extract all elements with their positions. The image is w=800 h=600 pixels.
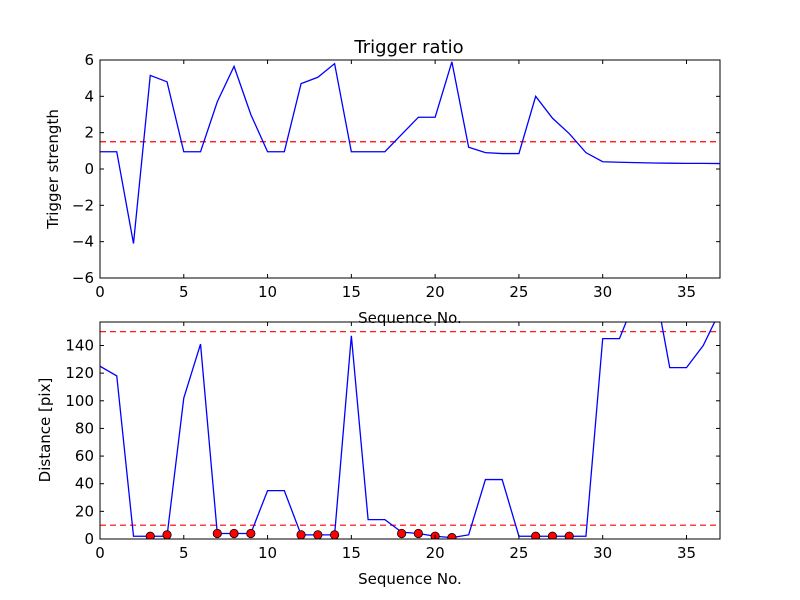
- x-tick-label: 20: [426, 544, 445, 562]
- y-tick-label: 6: [84, 51, 94, 69]
- x-tick-label: 5: [179, 544, 189, 562]
- data-point-marker: [296, 530, 306, 539]
- x-tick-label: 10: [258, 544, 277, 562]
- data-point-marker: [531, 531, 541, 539]
- data-point-marker: [162, 530, 172, 539]
- x-tick-label: 10: [258, 283, 277, 301]
- distance-chart: 0 5 10 15 20 25 30 35 0 20 40 60 80 100 120 140 Sequenc…: [36, 321, 721, 588]
- data-point-marker: [564, 531, 574, 539]
- x-tick-label: 30: [593, 544, 612, 562]
- data-point-marker: [145, 531, 155, 539]
- data-point-marker: [397, 528, 407, 539]
- y-tick-label: 0: [84, 160, 94, 178]
- x-tick-label: 35: [677, 283, 696, 301]
- y-tick-label: 80: [75, 419, 94, 437]
- x-tick-label: 25: [509, 283, 528, 301]
- y-tick-label: 100: [65, 392, 94, 410]
- data-point-marker: [329, 530, 340, 539]
- x-axis-label: Sequence No.: [358, 309, 462, 327]
- data-point-marker: [413, 528, 423, 539]
- y-tick-label: −6: [72, 269, 94, 287]
- y-tick-label: 140: [65, 336, 94, 354]
- data-point-marker: [212, 528, 222, 539]
- x-tick-label: 25: [509, 544, 528, 562]
- y-axis-label: Distance [pix]: [36, 378, 54, 483]
- x-tick-label: 15: [342, 544, 361, 562]
- series-line: [100, 61, 720, 244]
- plot-frame: [99, 321, 721, 540]
- y-tick-label: −4: [72, 233, 94, 251]
- x-tick-label: 20: [426, 283, 445, 301]
- x-tick-label: 35: [677, 544, 696, 562]
- data-point-marker: [547, 531, 558, 539]
- y-tick-label: 4: [84, 87, 94, 105]
- x-tick-label: 30: [593, 283, 612, 301]
- y-tick-label: −2: [72, 196, 94, 214]
- y-tick-label: 40: [75, 475, 94, 493]
- y-tick-label: 2: [84, 124, 94, 142]
- series-line: [100, 322, 716, 539]
- data-point-marker: [313, 530, 323, 539]
- chart-title: Trigger ratio: [353, 37, 463, 58]
- y-tick-label: 0: [84, 530, 94, 548]
- x-tick-label: 0: [95, 283, 105, 301]
- x-tick-label: 0: [95, 544, 105, 562]
- y-axis-label: Trigger strength: [44, 109, 62, 230]
- y-tick-label: 60: [75, 447, 94, 465]
- x-axis-label: Sequence No.: [358, 570, 462, 588]
- y-tick-label: 120: [65, 364, 94, 382]
- x-tick-label: 15: [342, 283, 361, 301]
- data-point-marker: [246, 528, 256, 539]
- data-point-marker: [447, 533, 457, 539]
- y-tick-label: 20: [75, 502, 94, 520]
- data-point-marker: [229, 528, 239, 539]
- x-tick-label: 5: [179, 283, 189, 301]
